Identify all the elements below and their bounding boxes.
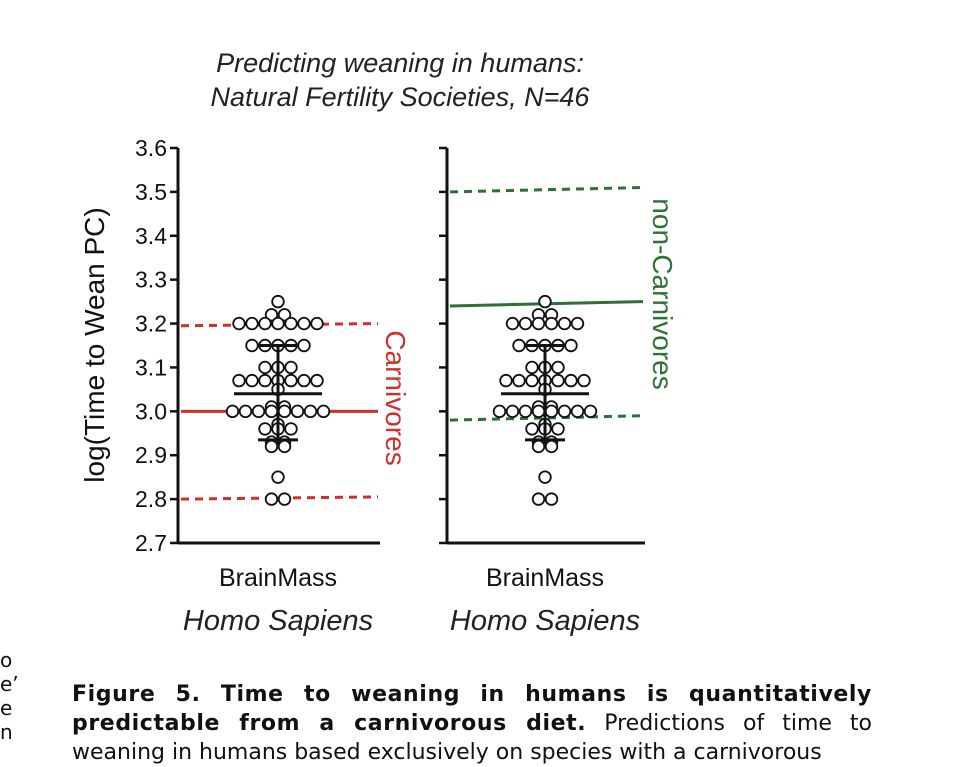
data-point	[518, 404, 533, 419]
x-category-label: BrainMass	[219, 564, 337, 592]
data-point	[284, 360, 298, 375]
prediction-line-label: Carnivores	[380, 330, 411, 465]
data-point	[531, 492, 546, 506]
chart-title-line-1: Predicting weaning in humans:	[216, 48, 584, 78]
data-point	[271, 316, 285, 331]
data-point	[264, 404, 279, 419]
data-point	[264, 308, 279, 322]
margin-fragment-2: e’	[0, 672, 19, 696]
y-tick-label: 2.7	[135, 530, 167, 556]
data-point	[525, 373, 539, 388]
prediction-lower-bound-line	[449, 414, 644, 422]
data-point	[238, 404, 253, 419]
data-point	[577, 373, 591, 388]
data-point	[303, 404, 318, 419]
y-tick-label: 3.1	[135, 354, 167, 380]
data-point	[564, 373, 578, 388]
chart-title-line-2: Natural Fertility Societies, N=46	[210, 82, 590, 112]
y-tick-label: 3.6	[135, 135, 167, 161]
y-tick-label: 2.9	[135, 442, 167, 468]
data-point	[297, 373, 311, 388]
data-point	[284, 422, 298, 436]
data-point	[583, 404, 598, 419]
data-point	[258, 373, 272, 388]
data-point	[258, 422, 272, 436]
data-point	[570, 404, 585, 419]
data-point	[512, 338, 526, 353]
data-point	[258, 316, 272, 331]
data-point	[544, 492, 559, 506]
x-category-label: BrainMass	[486, 564, 604, 592]
data-point	[538, 294, 552, 309]
y-tick-label: 3.3	[135, 267, 167, 293]
data-point	[531, 404, 546, 419]
data-point	[225, 404, 240, 419]
data-point	[570, 316, 585, 331]
data-point	[551, 373, 565, 388]
data-point	[245, 338, 259, 353]
data-point	[277, 492, 292, 506]
data-point	[271, 470, 285, 484]
y-axis-label: log(Time to Wean PC)	[79, 207, 110, 482]
margin-fragment-4: n	[0, 720, 13, 744]
data-point	[551, 360, 565, 375]
data-point	[258, 360, 272, 375]
data-point	[531, 439, 546, 454]
data-point	[531, 316, 546, 331]
y-tick-label: 2.8	[135, 486, 167, 512]
data-point	[284, 316, 298, 331]
data-point	[492, 404, 507, 419]
data-point	[316, 404, 331, 419]
data-point	[232, 373, 246, 388]
data-point	[544, 316, 559, 331]
data-point	[264, 492, 279, 506]
data-point	[310, 316, 324, 331]
margin-fragment-3: e	[0, 696, 13, 720]
data-point	[251, 404, 266, 419]
data-point	[564, 338, 578, 353]
data-point	[277, 439, 292, 454]
data-point	[284, 373, 298, 388]
data-point	[499, 373, 513, 388]
data-point	[271, 294, 285, 309]
data-point	[538, 470, 552, 484]
prediction-line-label: non-Carnivores	[647, 198, 678, 389]
prediction-upper-bound-line	[449, 186, 644, 194]
caption-bold: Figure 5. Time to weaning in humans is q…	[72, 682, 872, 736]
data-point	[505, 316, 520, 331]
data-point	[297, 338, 311, 353]
data-point	[290, 404, 305, 419]
data-point	[277, 404, 292, 419]
data-point	[557, 316, 572, 331]
y-tick-label: 3.4	[135, 223, 167, 249]
data-point	[232, 316, 246, 331]
species-label: Homo Sapiens	[450, 605, 640, 637]
y-tick-label: 3.2	[135, 311, 167, 337]
data-point	[264, 439, 279, 454]
figure-caption: Figure 5. Time to weaning in humans is q…	[72, 680, 872, 767]
data-point	[505, 404, 520, 419]
data-point	[297, 316, 311, 331]
data-point	[512, 373, 526, 388]
data-point	[310, 373, 324, 388]
y-tick-label: 3.5	[135, 179, 167, 205]
data-point	[245, 373, 259, 388]
data-point	[518, 316, 533, 331]
data-point	[551, 422, 565, 436]
data-point	[525, 360, 539, 375]
data-point	[544, 404, 559, 419]
data-point	[245, 316, 259, 331]
y-tick-label: 3.0	[135, 398, 167, 424]
species-label: Homo Sapiens	[183, 605, 373, 637]
data-point	[557, 404, 572, 419]
data-point	[525, 422, 539, 436]
margin-fragment-1: o	[0, 648, 13, 672]
data-point	[544, 439, 559, 454]
data-point	[277, 308, 292, 322]
